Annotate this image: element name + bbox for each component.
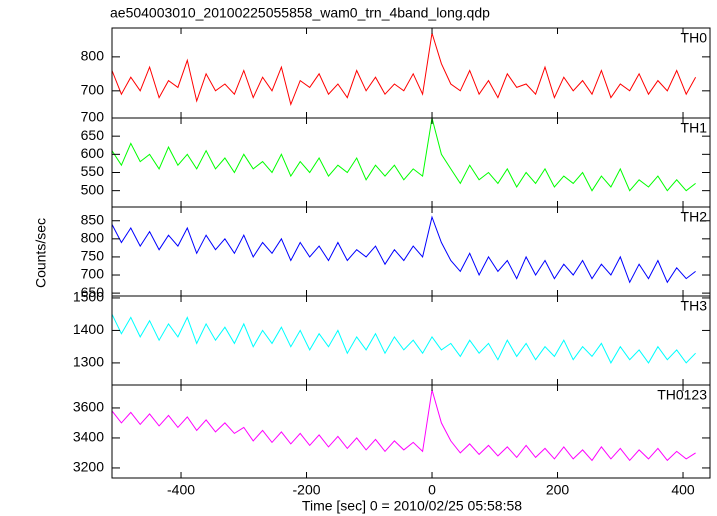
data-line [111, 117, 696, 192]
y-tick-label: 800 [81, 230, 105, 246]
y-axis-label: Counts/sec [33, 218, 49, 288]
panel-label: TH1 [681, 120, 708, 136]
panel-frame [111, 384, 711, 479]
y-tick-label: 650 [81, 284, 105, 300]
panel-frame [111, 295, 711, 386]
y-tick-label: 700 [81, 82, 105, 98]
panel-label: TH0 [681, 30, 708, 46]
data-line [111, 215, 696, 284]
data-line [111, 389, 696, 462]
panel-frame [111, 27, 711, 119]
y-tick-label: 3400 [73, 429, 104, 445]
x-tick-label: -400 [167, 482, 195, 498]
y-tick-label: 600 [81, 145, 105, 161]
y-tick-label: 850 [81, 211, 105, 227]
x-tick-label: 400 [671, 482, 695, 498]
x-tick-label: 0 [428, 482, 436, 498]
y-tick-label: 800 [81, 48, 105, 64]
y-tick-label: 650 [81, 127, 105, 143]
y-tick-label: 3600 [73, 399, 104, 415]
y-tick-label: 1400 [73, 321, 104, 337]
y-tick-label: 550 [81, 163, 105, 179]
y-tick-label: 700 [81, 109, 105, 125]
y-tick-label: 1300 [73, 354, 104, 370]
x-tick-label: 200 [546, 482, 570, 498]
chart-title: ae504003010_20100225055858_wam0_trn_4ban… [110, 5, 490, 21]
panel-label: TH0123 [657, 387, 707, 403]
panel-label: TH3 [681, 298, 708, 314]
panel-frame [111, 206, 711, 297]
panel-label: TH2 [681, 209, 708, 225]
y-tick-label: 750 [81, 248, 105, 264]
y-tick-label: 1500 [73, 289, 104, 305]
data-line [111, 32, 697, 107]
panel-frame [111, 117, 711, 208]
y-tick-label: 3200 [73, 459, 104, 475]
x-tick-label: -200 [293, 482, 321, 498]
y-tick-label: 700 [81, 266, 105, 282]
x-axis-label: Time [sec] 0 = 2010/02/25 05:58:58 [302, 498, 522, 514]
y-tick-label: 500 [81, 181, 105, 197]
data-line [111, 313, 696, 364]
